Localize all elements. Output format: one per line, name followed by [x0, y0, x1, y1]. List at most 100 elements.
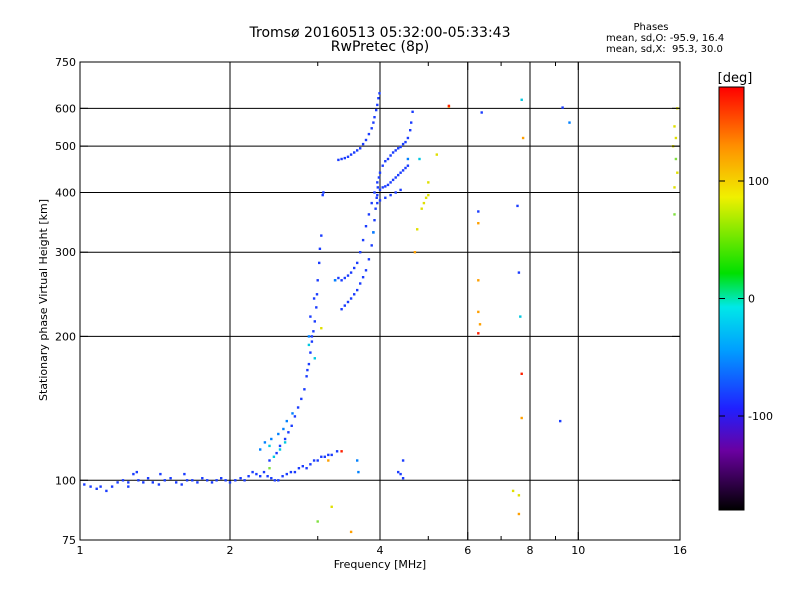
- data-point: [402, 459, 404, 461]
- data-point: [263, 471, 265, 473]
- data-point: [392, 151, 394, 153]
- data-point: [111, 485, 113, 487]
- data-point: [375, 109, 377, 111]
- x-tick-label: 6: [464, 544, 471, 557]
- data-point: [371, 127, 373, 129]
- data-point: [561, 106, 563, 108]
- x-tick-label: 2: [227, 544, 234, 557]
- data-point: [322, 191, 324, 193]
- data-point: [313, 297, 315, 299]
- data-point: [336, 450, 338, 452]
- data-point: [309, 463, 311, 465]
- data-point: [268, 459, 270, 461]
- data-point: [317, 520, 319, 522]
- data-point: [397, 147, 399, 149]
- data-point: [675, 137, 677, 139]
- data-point: [159, 473, 161, 475]
- data-point: [477, 279, 479, 281]
- data-point: [305, 375, 307, 377]
- data-point: [373, 219, 375, 221]
- data-point: [395, 191, 397, 193]
- data-point: [251, 471, 253, 473]
- data-point: [327, 454, 329, 456]
- data-point: [308, 344, 310, 346]
- data-point: [362, 239, 364, 241]
- data-point: [340, 308, 342, 310]
- data-point: [311, 340, 313, 342]
- data-point: [516, 205, 518, 207]
- y-tick-label: 100: [55, 474, 76, 487]
- data-point: [673, 125, 675, 127]
- colorbar-tick-label: 100: [748, 175, 769, 188]
- data-point: [399, 172, 401, 174]
- data-point: [337, 277, 339, 279]
- data-point: [521, 417, 523, 419]
- data-point: [327, 459, 329, 461]
- data-point: [275, 452, 277, 454]
- data-point: [337, 159, 339, 161]
- data-point: [350, 153, 352, 155]
- data-point: [518, 271, 520, 273]
- data-point: [287, 431, 289, 433]
- data-point: [105, 490, 107, 492]
- data-point: [421, 208, 423, 210]
- data-point: [518, 513, 520, 515]
- data-point: [376, 181, 378, 183]
- data-point: [169, 477, 171, 479]
- data-point: [418, 158, 420, 160]
- data-point: [479, 323, 481, 325]
- data-point: [399, 146, 401, 148]
- data-point: [359, 147, 361, 149]
- data-point: [224, 479, 226, 481]
- data-point: [196, 481, 198, 483]
- data-point: [356, 262, 358, 264]
- data-point: [387, 158, 389, 160]
- data-point: [410, 121, 412, 123]
- data-point: [371, 202, 373, 204]
- data-point: [368, 133, 370, 135]
- data-point: [389, 181, 391, 183]
- data-point: [243, 479, 245, 481]
- data-point: [270, 438, 272, 440]
- data-point: [372, 121, 374, 123]
- data-point: [353, 151, 355, 153]
- data-point: [357, 471, 359, 473]
- data-point: [136, 471, 138, 473]
- data-point: [215, 479, 217, 481]
- data-point: [382, 186, 384, 188]
- data-point: [378, 92, 380, 94]
- data-point: [334, 279, 336, 281]
- data-point: [320, 234, 322, 236]
- data-point: [316, 293, 318, 295]
- data-point: [318, 262, 320, 264]
- data-point: [277, 479, 279, 481]
- data-point: [477, 210, 479, 212]
- data-point: [387, 184, 389, 186]
- data-point: [344, 157, 346, 159]
- data-point: [206, 479, 208, 481]
- data-point: [247, 475, 249, 477]
- data-point: [436, 153, 438, 155]
- data-point: [286, 473, 288, 475]
- y-tick-label: 750: [55, 56, 76, 69]
- data-point: [284, 438, 286, 440]
- data-point: [384, 197, 386, 199]
- data-point: [201, 477, 203, 479]
- data-point: [356, 289, 358, 291]
- data-point: [389, 154, 391, 156]
- data-point: [279, 448, 281, 450]
- data-point: [372, 231, 374, 233]
- data-point: [99, 485, 101, 487]
- data-point: [407, 165, 409, 167]
- data-point: [315, 306, 317, 308]
- data-point: [152, 481, 154, 483]
- data-point: [127, 481, 129, 483]
- data-point: [559, 420, 561, 422]
- data-point: [297, 406, 299, 408]
- data-point: [274, 479, 276, 481]
- data-point: [379, 199, 381, 201]
- data-point: [374, 208, 376, 210]
- data-point: [270, 477, 272, 479]
- data-point: [477, 311, 479, 313]
